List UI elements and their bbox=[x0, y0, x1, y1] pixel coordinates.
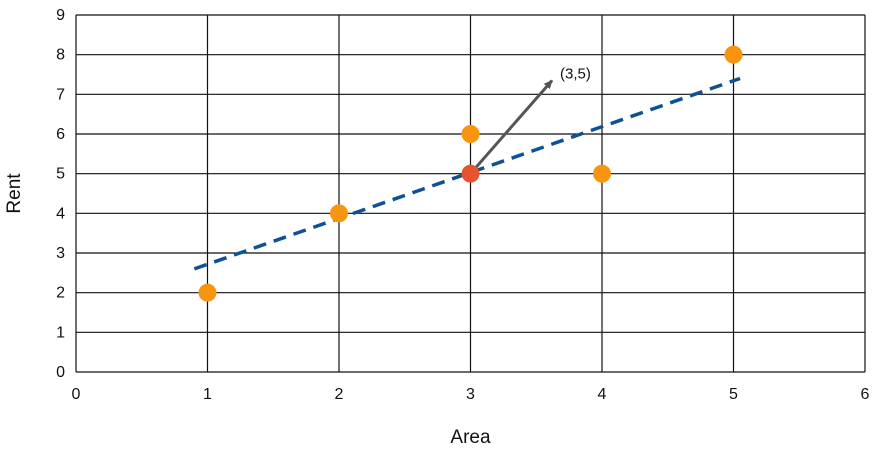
x-tick-label: 3 bbox=[466, 386, 475, 403]
y-tick-label: 2 bbox=[56, 285, 65, 302]
x-tick-label: 6 bbox=[861, 386, 870, 403]
fit-line-group bbox=[193, 76, 741, 271]
fit-line bbox=[193, 76, 741, 271]
tick-labels: 0 1 2 3 4 5 6 0 1 2 3 4 5 6 7 8 9 bbox=[56, 7, 869, 403]
y-tick-label: 6 bbox=[56, 126, 65, 143]
x-tick-label: 2 bbox=[335, 386, 344, 403]
y-axis-title: Rent bbox=[4, 173, 25, 214]
data-point bbox=[724, 45, 743, 64]
data-point bbox=[461, 125, 480, 143]
annotation-label: (3,5) bbox=[560, 65, 591, 82]
x-axis-title: Area bbox=[450, 427, 491, 448]
y-tick-label: 0 bbox=[56, 364, 65, 381]
x-tick-label: 5 bbox=[729, 386, 738, 403]
points-group bbox=[198, 45, 743, 302]
y-tick-label: 7 bbox=[56, 86, 65, 103]
data-point bbox=[593, 164, 611, 183]
x-tick-label: 1 bbox=[203, 386, 212, 403]
y-tick-label: 1 bbox=[56, 324, 65, 341]
y-tick-label: 8 bbox=[56, 47, 65, 64]
annotation-group: (3,5) bbox=[469, 65, 591, 175]
grid bbox=[75, 14, 866, 373]
annotation-arrow bbox=[469, 79, 554, 175]
y-tick-label: 3 bbox=[56, 245, 65, 262]
y-tick-label: 9 bbox=[56, 7, 65, 24]
y-tick-label: 5 bbox=[56, 166, 65, 183]
highlighted-data-point bbox=[461, 164, 480, 183]
x-tick-label: 4 bbox=[598, 386, 607, 403]
y-tick-label: 4 bbox=[56, 205, 65, 222]
data-point bbox=[330, 204, 348, 223]
x-tick-label: 0 bbox=[72, 386, 81, 403]
data-point bbox=[198, 283, 217, 302]
